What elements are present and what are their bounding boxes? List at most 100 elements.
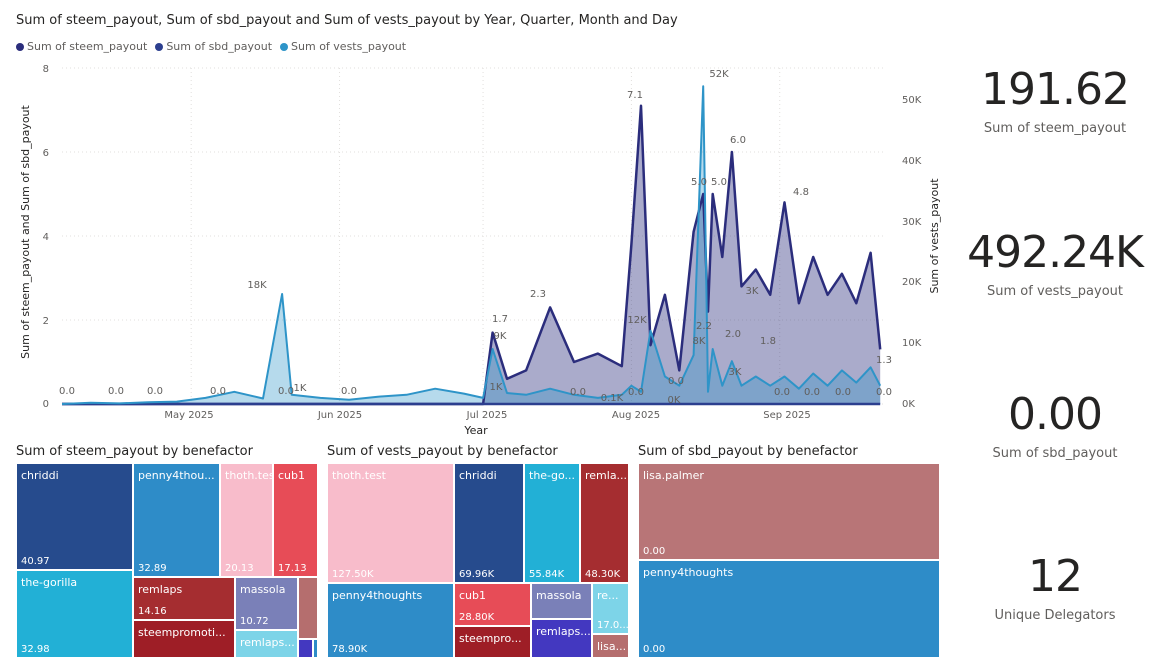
tile-name: re... [597,589,619,602]
treemap-tile[interactable]: steempromoti... [133,620,235,658]
tile-name: massola [240,583,286,596]
y-right-tick: 20K [902,277,922,288]
legend-label-steem: Sum of steem_payout [27,40,148,53]
data-label: 0.0 [278,386,294,397]
data-label: 5.0 [711,177,727,188]
tile-name: remlaps... [240,636,295,649]
tile-name: remlaps [138,583,183,596]
treemap-tile[interactable]: cub1 28.80K [454,583,531,626]
data-label: 18K [247,280,267,291]
chart-lines [61,85,882,406]
x-tick: Jul 2025 [466,410,508,421]
treemap-tile[interactable]: thoth.test 20.13 [220,463,273,577]
data-label: 0.0 [147,386,163,397]
y-left-tick: 4 [43,232,49,243]
card-steem-label: Sum of steem_payout [983,121,1127,136]
treemap-tile[interactable]: thoth.test 127.50K [327,463,454,583]
x-tick: May 2025 [164,410,213,421]
card-delegators-label: Unique Delegators [994,608,1116,623]
tile-name: the-gorilla [21,576,78,589]
treemap-tile[interactable] [298,577,318,639]
tile-value: 48.30K [585,569,621,580]
treemap-vests: thoth.test 127.50K chriddi 69.96K the-go..… [327,463,629,658]
card-vests-value: 492.24K [967,227,1144,278]
legend-marker-vests [280,42,289,51]
treemap-tile[interactable]: penny4thoughts 78.90K [327,583,454,658]
data-label: 0.0 [59,386,75,397]
tile-value: 32.89 [138,563,167,574]
tile-value: 17.13 [278,563,307,574]
y-right-tick: 0K [902,399,915,410]
legend-item-vests[interactable]: Sum of vests_payout [280,40,406,53]
y-left-tick: 6 [43,148,49,159]
data-label: 2.2 [696,321,712,332]
tile-value: 69.96K [459,569,495,580]
treemap-tile[interactable]: penny4thou... 32.89 [133,463,220,577]
x-tick: Sep 2025 [763,410,810,421]
treemap-tile[interactable]: chriddi 69.96K [454,463,524,583]
tile-value: 78.90K [332,644,368,655]
treemap-vests-title: Sum of vests_payout by benefactor [327,444,558,459]
data-label: 0.0 [835,387,851,398]
card-steem-value: 191.62 [981,64,1130,115]
data-label: 0.0 [668,376,684,387]
line-chart[interactable]: 0 2 4 6 8 0K 10K 20K 30K 40K 50K May 202… [0,0,960,445]
treemap-tile[interactable]: remlaps 14.16 [133,577,235,620]
data-labels: 0.0 0.0 0.0 0.0 18K 0.0 1K 0.0 1.7 9K 2.… [59,69,892,406]
data-label: 3K [746,286,759,297]
treemap-tile[interactable]: remla... 48.30K [580,463,629,583]
treemap-tile[interactable] [313,639,318,658]
tile-name: steempro... [459,632,522,645]
data-label: 0K [668,395,681,406]
legend-item-sbd[interactable]: Sum of sbd_payout [155,40,272,53]
line-chart-legend: Sum of steem_payout Sum of sbd_payout Su… [16,40,406,53]
tile-name: thoth.test [332,469,386,482]
treemap-tile[interactable]: remlaps... [235,630,298,658]
chart-areas [62,86,881,405]
treemap-tile[interactable]: massola [531,583,592,619]
tile-name: thoth.test [225,469,272,482]
tile-name: penny4thou... [138,469,215,482]
y-left-tick: 2 [43,316,49,327]
tile-name: remla... [585,469,628,482]
card-sbd-value: 0.00 [1008,389,1103,440]
y-right-tick: 40K [902,156,922,167]
line-chart-title: Sum of steem_payout, Sum of sbd_payout a… [16,13,678,28]
tile-value: 127.50K [332,569,374,580]
data-label: 0.0 [876,387,892,398]
tile-name: cub1 [278,469,306,482]
legend-marker-steem [16,42,24,51]
treemap-tile[interactable] [298,639,313,658]
data-label: 0.0 [570,387,586,398]
treemap-tile[interactable]: chriddi 40.97 [16,463,133,570]
treemap-tile[interactable]: massola 10.72 [235,577,298,630]
data-label: 2.0 [725,329,741,340]
treemap-tile[interactable]: steempro... [454,626,531,658]
treemap-sbd-title: Sum of sbd_payout by benefactor [638,444,858,459]
x-tick: Aug 2025 [612,410,660,421]
tile-value: 32.98 [21,644,50,655]
treemap-tile[interactable]: penny4thoughts 0.00 [638,560,940,658]
treemap-tile[interactable]: remlaps... [531,619,592,658]
series-area-0 [62,105,881,405]
data-label: 1.7 [492,314,508,325]
tile-name: the-go... [529,469,576,482]
tile-name: remlaps... [536,625,591,638]
x-axis-label: Year [463,424,488,437]
treemap-tile[interactable]: lisa.palmer 0.00 [638,463,940,560]
tile-value: 40.97 [21,556,50,567]
treemap-tile[interactable]: re... 17.0... [592,583,629,634]
treemap-tile[interactable]: cub1 17.13 [273,463,318,577]
y-right-tick: 10K [902,338,922,349]
data-label: 1.3 [876,355,892,366]
legend-item-steem[interactable]: Sum of steem_payout [16,40,147,53]
tile-name: lisa... [597,640,627,653]
data-label: 5.0 [691,177,707,188]
treemap-tile[interactable]: the-gorilla 32.98 [16,570,133,658]
tile-name: lisa.palmer [643,469,704,482]
treemap-tile[interactable]: lisa... [592,634,629,658]
tile-value: 0.00 [643,644,666,655]
legend-label-vests: Sum of vests_payout [291,40,407,53]
treemap-tile[interactable]: the-go... 55.84K [524,463,580,583]
chart-ticks: 0 2 4 6 8 0K 10K 20K 30K 40K 50K May 202… [19,64,941,437]
